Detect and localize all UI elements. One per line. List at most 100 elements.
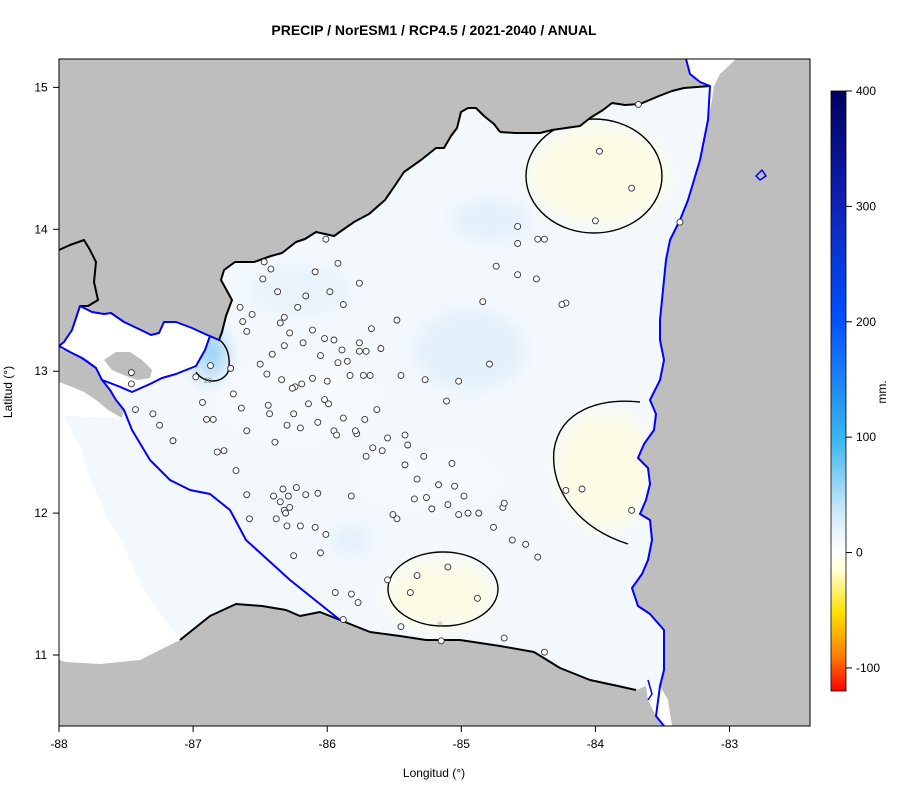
x-tick-label: -85 bbox=[453, 737, 471, 751]
station-marker bbox=[444, 563, 452, 571]
station-marker bbox=[239, 318, 247, 325]
y-tick-label: 14 bbox=[34, 222, 48, 236]
station-marker bbox=[676, 218, 684, 226]
station-marker bbox=[236, 303, 244, 311]
station-marker bbox=[286, 504, 294, 511]
station-marker bbox=[420, 452, 428, 460]
station-marker bbox=[479, 298, 487, 306]
station-marker bbox=[558, 301, 566, 308]
station-marker bbox=[311, 523, 319, 531]
y-tick-label: 12 bbox=[34, 506, 48, 520]
station-marker bbox=[283, 522, 291, 530]
colorbar-tick-label: -100 bbox=[856, 661, 880, 675]
x-axis-label: Longitud (°) bbox=[403, 766, 465, 780]
station-marker bbox=[279, 485, 287, 493]
coastline-caribbean bbox=[631, 58, 711, 727]
station-marker bbox=[203, 416, 210, 423]
x-tick-label: -84 bbox=[587, 737, 605, 751]
station-marker bbox=[492, 262, 500, 270]
y-tick-label: 15 bbox=[34, 80, 48, 94]
station-marker bbox=[317, 352, 324, 360]
station-marker bbox=[127, 369, 135, 377]
station-marker bbox=[389, 511, 397, 518]
station-marker bbox=[294, 303, 302, 311]
station-marker bbox=[373, 406, 381, 413]
station-marker bbox=[288, 384, 296, 392]
y-tick-label: 13 bbox=[34, 364, 48, 378]
station-marker bbox=[522, 540, 530, 548]
station-marker bbox=[248, 310, 256, 318]
station-marker bbox=[347, 492, 355, 500]
station-marker bbox=[338, 346, 346, 354]
station-marker bbox=[421, 376, 429, 384]
station-marker bbox=[322, 235, 330, 243]
station-marker bbox=[437, 637, 445, 645]
station-marker bbox=[304, 400, 312, 408]
station-marker bbox=[508, 536, 516, 544]
station-marker bbox=[413, 475, 421, 483]
colorbar bbox=[830, 90, 847, 692]
station-marker bbox=[347, 590, 355, 598]
station-marker bbox=[199, 398, 206, 406]
station-marker bbox=[384, 434, 392, 442]
station-marker bbox=[464, 509, 472, 517]
station-marker bbox=[286, 329, 294, 337]
station-marker bbox=[362, 452, 370, 460]
station-marker bbox=[317, 549, 324, 557]
station-marker bbox=[330, 336, 338, 344]
station-marker bbox=[351, 427, 359, 435]
station-marker bbox=[339, 616, 347, 624]
x-tick-label: -83 bbox=[721, 737, 739, 751]
station-marker bbox=[355, 339, 363, 347]
station-marker bbox=[514, 223, 522, 230]
station-marker bbox=[268, 350, 276, 358]
station-markers bbox=[127, 100, 684, 656]
station-marker bbox=[384, 576, 392, 584]
station-marker bbox=[243, 427, 251, 435]
station-marker bbox=[355, 347, 363, 355]
station-marker bbox=[578, 485, 586, 493]
station-marker bbox=[397, 623, 405, 631]
station-marker bbox=[321, 335, 328, 343]
station-marker bbox=[245, 515, 253, 523]
station-marker bbox=[220, 447, 228, 455]
station-marker bbox=[443, 397, 451, 405]
station-marker bbox=[192, 373, 200, 381]
station-marker bbox=[326, 288, 334, 296]
station-marker bbox=[435, 481, 442, 489]
station-marker bbox=[534, 235, 542, 243]
station-marker bbox=[413, 572, 421, 580]
colorbar-tick-label: 0 bbox=[856, 546, 863, 560]
station-marker bbox=[393, 515, 401, 523]
station-marker bbox=[368, 325, 375, 333]
station-marker bbox=[473, 594, 481, 602]
station-marker bbox=[460, 492, 468, 500]
station-marker bbox=[127, 380, 135, 388]
colorbar-tick-label: 200 bbox=[856, 315, 876, 329]
contour-label-20: 20 bbox=[204, 378, 212, 385]
y-tick-label: 11 bbox=[35, 648, 48, 662]
station-marker bbox=[532, 275, 540, 283]
station-marker bbox=[362, 347, 370, 355]
station-marker bbox=[475, 509, 483, 517]
station-marker bbox=[213, 448, 221, 456]
station-marker bbox=[296, 424, 304, 432]
border-honduras bbox=[218, 107, 501, 341]
station-marker bbox=[455, 377, 463, 385]
station-marker bbox=[309, 326, 316, 334]
station-marker bbox=[274, 288, 282, 296]
station-marker bbox=[541, 648, 548, 656]
station-marker bbox=[322, 530, 330, 538]
station-marker bbox=[359, 372, 367, 379]
station-marker bbox=[339, 301, 347, 308]
station-marker bbox=[333, 431, 341, 439]
station-marker bbox=[263, 370, 271, 378]
station-marker bbox=[378, 447, 386, 455]
station-marker bbox=[514, 271, 522, 279]
station-marker bbox=[321, 396, 328, 404]
station-marker bbox=[227, 364, 235, 372]
y-axis-label: Latitud (°) bbox=[1, 366, 15, 418]
station-marker bbox=[428, 505, 436, 513]
map-title: PRECIP / NorESM1 / RCP4.5 / 2021-2040 / … bbox=[271, 22, 597, 38]
station-marker bbox=[534, 553, 542, 561]
